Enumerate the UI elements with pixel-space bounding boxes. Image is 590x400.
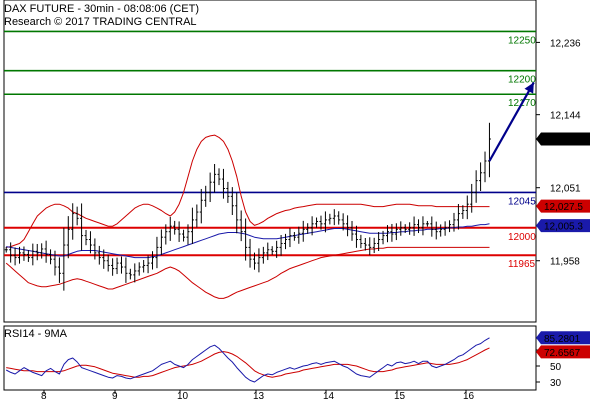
level-label-12000: 12000 bbox=[508, 232, 536, 243]
price-badge-3-label: 12,005.3 bbox=[544, 222, 583, 233]
x-tick-label-8: 8 bbox=[41, 391, 47, 400]
chart-title: DAX FUTURE - 30min - 08:08:06 (CET) bbox=[4, 3, 199, 15]
bollinger-upper-line bbox=[6, 134, 490, 248]
x-tick-label-16: 16 bbox=[463, 391, 475, 400]
rsi-badge-2-label: 72.6567 bbox=[544, 348, 581, 359]
price-badge-2: 12,027.5 bbox=[536, 199, 590, 213]
price-badge-1: 12,113 bbox=[536, 132, 590, 146]
rsi-y-tick-label: 50 bbox=[550, 362, 562, 373]
y-tick-label: 12,236 bbox=[550, 38, 581, 49]
x-tick-label-9: 9 bbox=[112, 391, 118, 400]
price-badge-1-bg bbox=[536, 132, 590, 146]
price-badge-2-label: 12,027.5 bbox=[544, 202, 583, 213]
level-label-11965: 11965 bbox=[508, 259, 536, 270]
x-axis: 8 9 10 13 14 15 16 bbox=[41, 390, 475, 400]
rsi-badge-2-bg bbox=[536, 345, 590, 359]
rsi-badge-2: 72.6567 bbox=[536, 345, 590, 359]
level-label-12200: 12200 bbox=[508, 75, 536, 86]
price-bars bbox=[4, 122, 491, 291]
rsi-badge-1: 85.2801 bbox=[536, 331, 590, 345]
y-tick-label: 11,958 bbox=[550, 257, 580, 268]
rsi-title: RSI14 - 9MA bbox=[4, 328, 68, 340]
rsi-plot-frame bbox=[3, 325, 537, 391]
forecast-arrow-head bbox=[524, 82, 534, 94]
price-badge-2-bg bbox=[536, 199, 590, 213]
y-tick-label: 12,051 bbox=[550, 184, 581, 195]
forecast-arrow-line bbox=[488, 81, 535, 162]
x-tick-label-15: 15 bbox=[394, 391, 406, 400]
rsi-y-tick-label: 30 bbox=[550, 378, 562, 389]
price-badge-3-bg bbox=[536, 219, 590, 233]
y-tick-label: 12,144 bbox=[550, 111, 581, 122]
level-label-12250: 12250 bbox=[508, 35, 536, 46]
price-badge-3: 12,005.3 bbox=[536, 219, 590, 233]
x-tick-label-14: 14 bbox=[323, 391, 335, 400]
main-plot-frame bbox=[3, 0, 537, 323]
rsi-line bbox=[5, 337, 490, 383]
rsi-badge-1-bg bbox=[536, 331, 590, 345]
bollinger-lower-line bbox=[5, 246, 490, 299]
main-panel: 11,95812,05112,14412,2361225012200121701… bbox=[3, 0, 590, 323]
x-tick-label-13: 13 bbox=[253, 391, 265, 400]
rsi-ma-line bbox=[6, 347, 490, 378]
x-tick-label-10: 10 bbox=[177, 391, 189, 400]
level-label-12045: 12045 bbox=[508, 196, 536, 207]
price-badge-1-label: 12,113 bbox=[544, 135, 574, 146]
rsi-badge-1-label: 85.2801 bbox=[544, 334, 581, 345]
chart-credit: Research © 2017 TRADING CENTRAL bbox=[4, 16, 197, 28]
moving-average-line bbox=[6, 223, 490, 259]
